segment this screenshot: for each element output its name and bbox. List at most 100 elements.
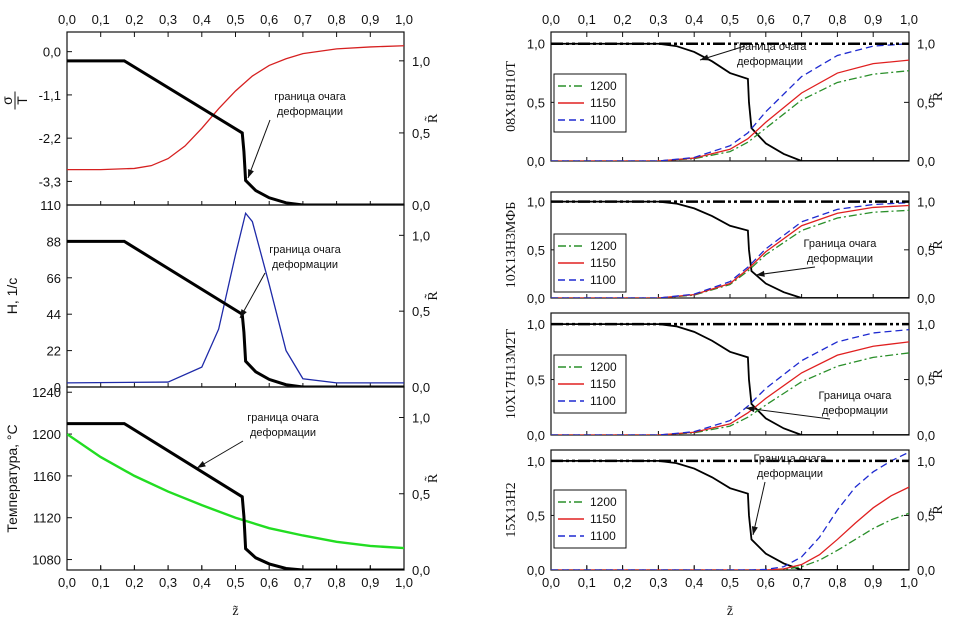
arrow-head (746, 406, 755, 413)
legend-label: 1200 (590, 239, 617, 253)
annotation-arrow (196, 440, 244, 469)
series-group (67, 45, 404, 205)
legend-label: 1150 (590, 96, 616, 110)
series-R (551, 460, 909, 570)
x-tick-label-bottom: 0,1 (578, 575, 596, 590)
x-tick-label-bottom: 0,5 (226, 575, 244, 590)
x-tick-label-top: 1,0 (900, 12, 918, 27)
series-group (67, 422, 404, 570)
x-tick-label-bottom: 0,0 (58, 575, 76, 590)
annotation-line2: деформации (272, 259, 338, 271)
series-1150 (551, 486, 909, 570)
y-axis-label-T: T (14, 96, 30, 105)
series-1100 (551, 328, 909, 435)
arrow-head (240, 309, 247, 318)
series-1200 (551, 209, 909, 298)
series-temperature (67, 433, 404, 550)
x-tick-label-top: 0,6 (260, 12, 278, 27)
plot-frame (66, 31, 405, 206)
panel-right-4: 0,00,51,00,00,51,00,0 0,1 0,2 0,3 0,4 0,5 0,6 0… (504, 449, 946, 619)
x-tick-label-top: 0,8 (328, 12, 346, 27)
series-R (67, 239, 404, 387)
x-tick-label-bottom: 0,3 (649, 575, 667, 590)
x-tick-label-bottom: 0,2 (125, 575, 143, 590)
y-tick-label-right: 0,5 (412, 487, 430, 502)
panel-right-1: 0,0 0,5 1,0 0,0 0,5 1,0 0,0 0,1 0,2 0,3 0,4 0,5 0,6 0… (504, 12, 946, 169)
x-tick-label-bottom: 0,2 (614, 575, 632, 590)
y-axis-label-right: R̃ (929, 240, 946, 250)
y-tick-label-left: 1,0 (527, 317, 545, 332)
x-tick-label-bottom: 0,8 (328, 575, 346, 590)
series-R (67, 59, 404, 205)
y-axis-label-right: R̃ (929, 369, 946, 379)
y-tick-label-left: 22 (47, 344, 61, 359)
x-tick-label-bottom: 1,0 (900, 575, 918, 590)
annotation-line1: Граница очага (819, 390, 893, 402)
series-group (551, 451, 909, 570)
x-tick-label-bottom: 0,9 (361, 575, 379, 590)
y-tick-label-right: 0,0 (917, 291, 935, 306)
y-axis-label-right: R̃ (424, 473, 441, 483)
panel-left-middle: 0 22 44 66 88 110 0,0 0,5 1,0 H, 1/c R̃ граница оча… (4, 198, 441, 395)
y-tick-label-right: 0,0 (412, 198, 430, 213)
y-tick-label-left: 0,0 (527, 428, 545, 443)
legend-label: 1200 (590, 79, 617, 93)
series-group (551, 200, 909, 298)
series-group (551, 322, 909, 435)
series-1200 (551, 352, 909, 435)
x-tick-label-bottom: 0,4 (685, 575, 703, 590)
x-tick-label-top: 0,3 (159, 12, 177, 27)
steel-grade-label: 10Х17Н13М2Т (504, 328, 519, 419)
series-1100 (551, 43, 909, 161)
y-tick-label-left: 0,5 (527, 508, 545, 523)
x-tick-label-top: 0,5 (721, 12, 739, 27)
arrow-head (700, 54, 709, 61)
series-1200 (551, 512, 909, 570)
legend-label: 1150 (590, 377, 616, 391)
annotation-line2: деформации (807, 253, 873, 265)
x-tick-label-top: 0,9 (361, 12, 379, 27)
series-R (551, 42, 909, 161)
annotation-arrow (247, 119, 271, 179)
x-tick-label-bottom: 0,3 (159, 575, 177, 590)
y-tick-label-right: 1,0 (412, 228, 430, 243)
y-tick-label-right: 0,5 (412, 126, 430, 141)
x-tick-label-top: 0,7 (793, 12, 811, 27)
legend-label: 1200 (590, 495, 617, 509)
y-tick-label-right: 0,5 (917, 508, 935, 523)
x-tick-label-bottom: 1,0 (395, 575, 413, 590)
annotation-arrow (745, 407, 831, 420)
annotation-line1: граница очага (274, 91, 346, 103)
series-1200 (551, 70, 909, 161)
panel-right-2: 0,0 0,5 1,0 0,0 0,5 1,0 10Х13Н3МФБ R̃ 1200 1150 11… (504, 191, 946, 306)
x-tick-label-top: 0,0 (542, 12, 560, 27)
legend-label: 1100 (590, 273, 616, 287)
annotation-line1: Граница очага (754, 453, 828, 465)
y-tick-label-left: 1,0 (527, 195, 545, 210)
x-tick-label-top: 0,4 (193, 12, 211, 27)
annotation-line2: деформации (277, 106, 343, 118)
x-tick-label-top: 0,2 (125, 12, 143, 27)
legend-label: 1150 (590, 512, 616, 526)
arrow-head (756, 270, 765, 277)
y-tick-label-right: 1,0 (917, 454, 935, 469)
series-1100 (551, 451, 909, 570)
annotation-arrow (752, 481, 766, 536)
y-tick-label-left: 1160 (33, 469, 61, 484)
x-tick-label-bottom: 0,8 (828, 575, 846, 590)
series-R (551, 323, 909, 435)
y-axis-label-left: Температура, °C (4, 424, 20, 532)
x-tick-label-top: 0,6 (757, 12, 775, 27)
annotation-arrow (239, 272, 266, 319)
y-tick-label-left: 66 (47, 271, 61, 286)
x-tick-label-bottom: 0,7 (294, 575, 312, 590)
series-R (551, 200, 909, 298)
x-tick-label-top: 0,2 (614, 12, 632, 27)
y-tick-label-left: 0,5 (527, 243, 545, 258)
annotation-line2: деформации (757, 468, 823, 480)
plot-frame (66, 204, 405, 388)
annotation-arrow (755, 266, 816, 276)
x-axis-label: z̃ (727, 604, 733, 619)
y-tick-label-right: 1,0 (412, 411, 430, 426)
annotation-line1: Граница очага (734, 41, 808, 53)
